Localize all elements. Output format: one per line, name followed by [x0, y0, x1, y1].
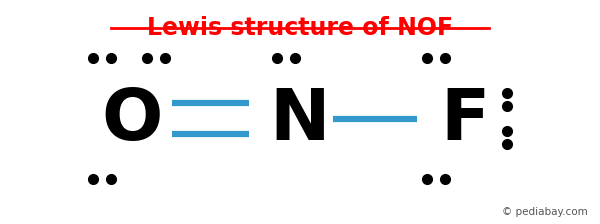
- Text: O: O: [101, 86, 163, 155]
- Text: F: F: [440, 86, 490, 155]
- Text: © pediabay.com: © pediabay.com: [502, 207, 588, 217]
- Text: N: N: [270, 86, 330, 155]
- Text: Lewis structure of NOF: Lewis structure of NOF: [147, 16, 453, 40]
